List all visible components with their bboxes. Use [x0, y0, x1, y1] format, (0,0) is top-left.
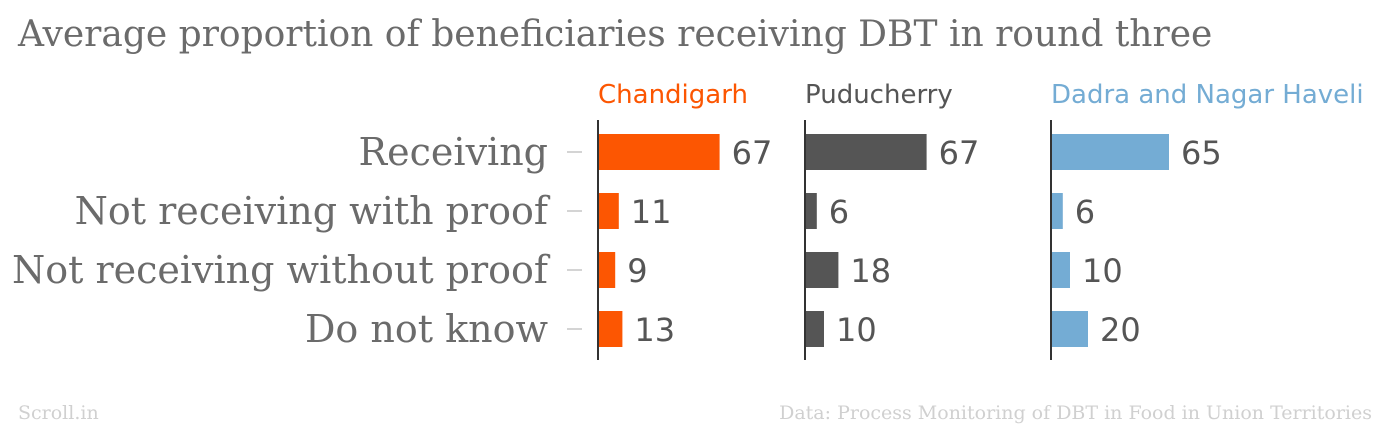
- value-label: 6: [829, 193, 849, 231]
- category-label: Not receiving with proof: [75, 189, 551, 233]
- value-label: 20: [1100, 311, 1141, 349]
- value-label: 6: [1075, 193, 1095, 231]
- value-label: 65: [1181, 134, 1222, 172]
- bar: [599, 252, 616, 288]
- value-label: 67: [939, 134, 980, 172]
- value-label: 10: [1082, 252, 1123, 290]
- chart-panels: Chandigarh6711913Puducherry6761810Dadra …: [597, 80, 1364, 360]
- bar: [1052, 193, 1063, 229]
- value-label: 13: [634, 311, 675, 349]
- bar: [806, 134, 927, 170]
- panel-chandigarh: Chandigarh 67 11 9 13: [597, 80, 773, 360]
- series-label: Dadra and Nagar Haveli: [1051, 80, 1364, 110]
- series-label: Chandigarh: [598, 80, 748, 110]
- value-label: 67: [732, 134, 773, 172]
- panel-puducherry: Puducherry 67 618 10: [804, 80, 980, 360]
- category-labels: Receiving Not receiving with proof Not rec…: [12, 130, 582, 351]
- chart-title: Average proportion of beneficiaries rece…: [17, 14, 1212, 55]
- bar: [599, 193, 619, 229]
- bar: [1052, 311, 1088, 347]
- series-label: Puducherry: [805, 80, 953, 110]
- bar: [806, 252, 839, 288]
- bar: [599, 134, 720, 170]
- value-label: 9: [627, 252, 647, 290]
- bar: [1052, 134, 1169, 170]
- bar: [599, 311, 623, 347]
- data-credit: Data: Process Monitoring of DBT in Food …: [779, 402, 1372, 424]
- category-label: Do not know: [305, 307, 549, 351]
- bar: [806, 193, 817, 229]
- bar: [806, 311, 824, 347]
- panel-dadra-and-nagar-haveli: Dadra and Nagar Haveli 65 6 10 20: [1050, 80, 1364, 360]
- bar: [1052, 252, 1070, 288]
- value-label: 18: [850, 252, 891, 290]
- value-label: 10: [836, 311, 877, 349]
- category-label: Receiving: [359, 130, 548, 174]
- source-brand: Scroll.in: [18, 402, 99, 424]
- category-label: Not receiving without proof: [12, 248, 551, 292]
- value-label: 11: [631, 193, 672, 231]
